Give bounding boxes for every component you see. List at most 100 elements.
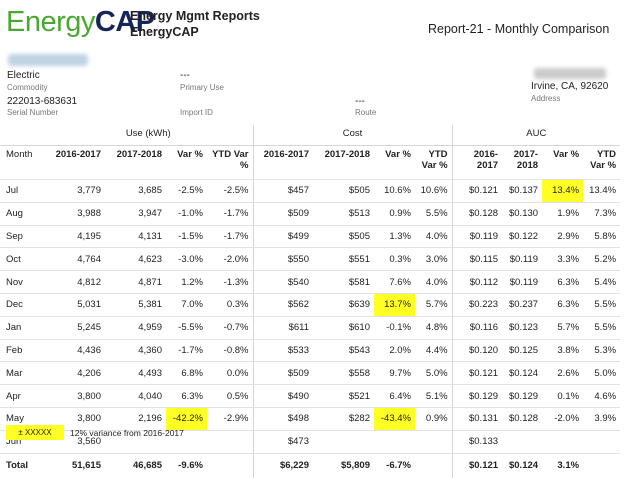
- cell-ay: 5.8%: [583, 225, 621, 249]
- cell-c2: $521: [313, 384, 374, 408]
- cell-uv: -3.0%: [166, 247, 207, 272]
- cell-month: Mar: [0, 361, 44, 386]
- cell-uy: 0.5%: [207, 384, 253, 408]
- cell-ay: 5.4%: [583, 270, 621, 294]
- cell-a2: $0.124: [502, 361, 543, 386]
- cell-ay: 13.4%: [583, 179, 621, 203]
- cost-group-header: Cost: [252, 125, 453, 146]
- cell-uv: -42.2%: [166, 407, 207, 431]
- cell-cv: 1.3%: [374, 225, 415, 249]
- cell-u1: 4,206: [44, 361, 105, 386]
- auc-group-header: AUC: [451, 125, 621, 146]
- cell-u1: 5,245: [44, 316, 105, 340]
- cell-a1: $0.223: [451, 293, 503, 317]
- cell-uv: -1.5%: [166, 225, 207, 249]
- cell-a1: $0.115: [451, 247, 503, 272]
- cell-uv: -1.7%: [166, 339, 207, 363]
- cell-cy: 3.0%: [415, 247, 453, 272]
- cell-c2: $282: [313, 407, 374, 431]
- cell-cy: 4.4%: [415, 339, 453, 363]
- cell-c1: $457: [252, 179, 313, 203]
- cell-a2: $0.123: [502, 316, 543, 340]
- table-row: Dec 5,031 5,381 7.0% 0.3% $562 $639 13.7% 5.7% $0…: [0, 293, 621, 317]
- table-row: May 3,800 2,196 -42.2% -2.9% $498 $282 -43.4% 0.…: [0, 407, 621, 431]
- cell-u2: 5,381: [105, 293, 166, 317]
- cell-c1: $499: [252, 225, 313, 249]
- cell-month: Apr: [0, 384, 44, 408]
- cell-uy: -0.8%: [207, 339, 253, 363]
- cell-ay: 5.5%: [583, 293, 621, 317]
- cell-a2: $0.137: [502, 179, 543, 203]
- use-var-header: Var %: [166, 145, 207, 180]
- cell-cv: -0.1%: [374, 316, 415, 340]
- cell-u1: 3,800: [44, 384, 105, 408]
- cell-c1: $509: [252, 202, 313, 226]
- primary-use-label: Primary Use: [180, 83, 225, 92]
- cell-uv: 6.3%: [166, 384, 207, 408]
- import-id-label: Import ID: [180, 108, 213, 117]
- cell-cv: -43.4%: [374, 407, 415, 431]
- report-title: Energy Mgmt Reports: [130, 9, 260, 23]
- cell-uy: -0.7%: [207, 316, 253, 340]
- cell-a2: $0.125: [502, 339, 543, 363]
- cell-cv: -6.7%: [386, 460, 411, 472]
- cell-cy: 5.0%: [415, 361, 453, 386]
- cost-var-header: Var %: [374, 145, 415, 180]
- cell-month: Dec: [0, 293, 44, 317]
- report-subtitle: EnergyCAP: [130, 25, 199, 39]
- cell-av: 0.1%: [542, 384, 584, 408]
- cell-a1: $0.121: [451, 453, 503, 478]
- cell-month: Aug: [0, 202, 44, 226]
- cell-cy: [415, 430, 453, 454]
- table-row: Aug 3,988 3,947 -1.0% -1.7% $509 $513 0.9% 5.5% $…: [0, 202, 621, 226]
- cell-u2: 4,959: [105, 316, 166, 340]
- table-body: Jul 3,779 3,685 -2.5% -2.5% $457 $505 10.6% 10.6…: [0, 179, 621, 478]
- cell-av: 3.8%: [542, 339, 584, 363]
- cell-c2: [313, 430, 374, 454]
- cell-cv: 7.6%: [374, 270, 415, 294]
- table-row: Sep 4,195 4,131 -1.5% -1.7% $499 $505 1.3% 4.0% $…: [0, 225, 621, 249]
- cell-u1: 3,800: [44, 407, 105, 431]
- cell-av: 1.9%: [542, 202, 584, 226]
- cell-uy: -2.9%: [207, 407, 253, 431]
- primary-use-value: ---: [180, 70, 190, 81]
- cell-uv: 1.2%: [166, 270, 207, 294]
- cell-a2: $0.119: [502, 247, 543, 272]
- route-label: Route: [355, 108, 377, 117]
- cell-cv: [374, 430, 415, 454]
- cell-c1: $611: [252, 316, 313, 340]
- cell-av: 2.9%: [542, 225, 584, 249]
- cell-uv: -2.5%: [166, 179, 207, 203]
- use-ytd-var-header: YTD Var %: [207, 145, 253, 180]
- cell-uy: 0.3%: [207, 293, 253, 317]
- cell-av: 3.1%: [557, 460, 580, 472]
- cell-cy: 5.7%: [415, 293, 453, 317]
- cell-a2: $0.122: [502, 225, 543, 249]
- cell-a1: $0.131: [451, 407, 503, 431]
- monthly-comparison-table: Use (kWh) Cost AUC Month 2016-2017 2017-…: [0, 125, 621, 478]
- cell-c2: $505: [313, 225, 374, 249]
- cell-a1: $0.133: [451, 430, 503, 454]
- cell-c1: $509: [252, 361, 313, 386]
- cell-u2: 2,196: [105, 407, 166, 431]
- cell-ay: [583, 430, 621, 454]
- cell-month: Total: [6, 460, 28, 472]
- cell-uy: -1.7%: [207, 225, 253, 249]
- cell-u1: 4,195: [44, 225, 105, 249]
- cell-c1: $473: [252, 430, 313, 454]
- address-value: Irvine, CA, 92620: [531, 81, 609, 92]
- cell-a1: $0.112: [451, 270, 503, 294]
- cell-av: 3.3%: [542, 247, 584, 272]
- cell-uy: -1.7%: [207, 202, 253, 226]
- cell-u1: 3,779: [44, 179, 105, 203]
- use-2017-2018-header: 2017-2018: [105, 145, 166, 180]
- cell-ay: 5.5%: [583, 316, 621, 340]
- cell-month: Nov: [0, 270, 44, 294]
- cell-ay: 5.2%: [583, 247, 621, 272]
- serial-number-value: 222013-683631: [7, 96, 78, 107]
- cell-ay: [583, 453, 620, 478]
- cell-uv: -1.0%: [166, 202, 207, 226]
- cell-a1: $0.119: [451, 225, 503, 249]
- cell-u2: 4,131: [105, 225, 166, 249]
- cell-av: 6.3%: [542, 293, 584, 317]
